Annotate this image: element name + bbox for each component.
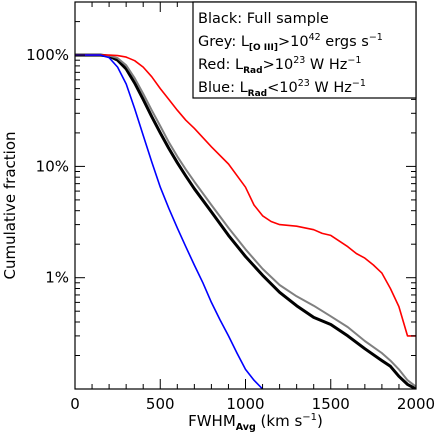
ticks-layer: 0 500 1000 1500 2000 1% 10% 100% [26,1,435,413]
legend-entry-part: Blue: L [198,80,248,96]
x-tick-label: 1500 [312,395,350,413]
legend-entry-part: Rad [248,89,267,99]
x-axis-label-units-sup: −1 [302,412,317,423]
legend-entry-part: 23 [298,78,310,89]
y-axis-label: Cumulative fraction [1,131,19,279]
legend-entry-part: W Hz [305,57,347,73]
x-axis-label-close: ) [317,412,323,430]
legend-entry-part: Grey: L [198,34,249,50]
x-axis-label-sub: Avg [236,422,256,433]
legend-entry: Red: LRad>1023 W Hz−1 [198,55,361,76]
legend-entry: Blue: LRad<1023 W Hz−1 [198,78,366,99]
x-axis-label: FWHMAvg (km s−1) [188,412,323,433]
series-layer [75,53,416,389]
x-tick-label: 0 [70,395,80,413]
y-tick-label: 100% [26,46,69,64]
series-line-2 [75,54,416,337]
legend-entry-part: −1 [347,55,361,66]
series-line-0 [75,53,416,389]
y-tick-label: 1% [45,269,69,287]
x-tick-label: 1000 [226,395,264,413]
legend-entry-part: >10 [278,34,309,50]
series-line-3 [75,54,264,389]
legend-entry-part: <10 [267,80,298,96]
legend-entry-part: [O III] [249,43,278,53]
x-axis-label-main: FWHM [188,412,236,430]
legend-entry-part: ergs s [321,34,369,50]
legend-box [192,1,417,99]
legend-entry-part: W Hz [310,80,352,96]
legend-entry-part: >10 [263,57,294,73]
legend-entry: Black: Full sample [198,11,329,27]
legend-entry-part: 23 [293,55,305,66]
legend-entry-part: Red: L [198,57,243,73]
x-axis-label-units: (km s [256,412,303,430]
legend-entry-part: −1 [352,78,366,89]
legend-entry: Grey: L[O III]>1042 ergs s−1 [198,32,383,53]
x-tick-label: 2000 [397,395,435,413]
legend-entry-part: −1 [369,32,383,43]
series-line-1 [75,54,416,388]
legend-entry-part: 42 [309,32,321,43]
x-tick-label: 500 [146,395,175,413]
y-tick-label: 10% [36,157,69,175]
legend-entry-part: Rad [243,66,262,76]
legend-entry-part: Black: Full sample [198,11,329,27]
